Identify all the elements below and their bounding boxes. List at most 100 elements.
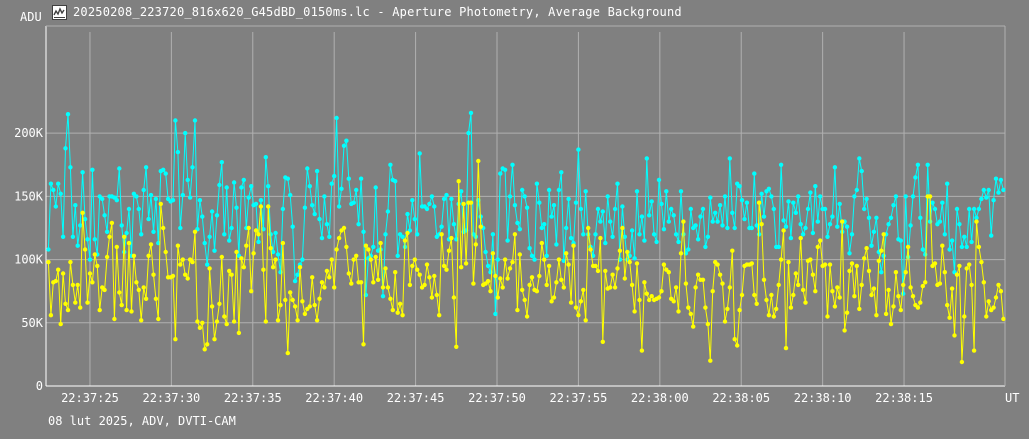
data-point (959, 244, 965, 250)
x-tick-label: 22:37:25 (61, 391, 119, 405)
data-point (183, 272, 188, 277)
data-point (290, 297, 295, 303)
data-point (932, 206, 938, 212)
data-point (998, 177, 1004, 183)
data-point (456, 179, 461, 184)
data-point (920, 247, 925, 252)
data-point (300, 257, 305, 262)
data-point (163, 171, 168, 176)
data-point (915, 305, 921, 310)
data-point (678, 189, 684, 194)
data-point (981, 187, 986, 193)
data-point (405, 211, 410, 217)
data-point (615, 266, 620, 271)
data-point (976, 244, 982, 250)
data-point (454, 344, 459, 349)
data-point (439, 224, 444, 229)
data-point (586, 225, 591, 231)
data-point (776, 244, 781, 250)
data-point (827, 262, 833, 267)
data-point (786, 199, 791, 204)
data-point (571, 243, 576, 248)
data-point (881, 232, 886, 237)
data-point (756, 232, 762, 237)
data-point (285, 176, 290, 181)
data-point (832, 304, 838, 309)
data-point (305, 166, 310, 171)
data-point (974, 215, 979, 220)
data-point (385, 285, 391, 290)
data-point (361, 342, 366, 347)
data-point (754, 223, 759, 228)
data-point (80, 210, 85, 215)
data-point (520, 187, 525, 193)
data-point (141, 285, 146, 290)
chart-axes (45, 25, 1006, 387)
data-point (173, 337, 178, 342)
data-point (808, 190, 813, 195)
data-point (852, 294, 857, 299)
data-point (881, 253, 886, 258)
data-point (996, 190, 1001, 195)
data-point (825, 234, 830, 239)
data-point (793, 271, 798, 276)
data-point (522, 194, 527, 199)
data-point (647, 297, 652, 303)
data-point (669, 206, 674, 212)
data-point (551, 295, 557, 300)
data-point (659, 289, 664, 294)
data-point (827, 222, 833, 227)
data-point (119, 223, 124, 228)
data-point (334, 115, 339, 121)
data-point (598, 219, 603, 224)
data-point (886, 222, 891, 227)
data-point (268, 246, 273, 251)
data-point (893, 270, 899, 275)
data-point (564, 251, 569, 256)
data-point (515, 307, 520, 313)
data-point (131, 253, 137, 258)
data-point (314, 168, 320, 174)
data-point (554, 242, 559, 247)
data-point (300, 299, 305, 304)
data-point (507, 266, 513, 271)
data-point (761, 214, 767, 219)
data-point (737, 307, 742, 313)
data-point (310, 203, 315, 208)
data-point (375, 277, 381, 282)
data-point (327, 234, 332, 239)
data-point (222, 314, 227, 319)
data-point (219, 254, 224, 260)
data-point (686, 305, 691, 310)
data-point (122, 234, 127, 239)
data-point (632, 309, 637, 314)
data-point (341, 225, 347, 231)
data-point (378, 240, 383, 246)
data-point (327, 275, 332, 280)
data-point (642, 238, 647, 243)
data-point (791, 292, 796, 298)
data-point (92, 252, 98, 257)
data-point (273, 230, 278, 236)
data-point (705, 321, 711, 327)
data-point (942, 270, 947, 275)
data-point (984, 195, 989, 200)
data-point (385, 209, 391, 214)
data-point (610, 272, 615, 277)
data-point (595, 268, 601, 274)
data-point (979, 259, 984, 265)
data-point (544, 282, 549, 288)
data-point (56, 181, 61, 186)
data-point (393, 270, 398, 275)
data-point (639, 214, 645, 219)
data-point (879, 270, 884, 275)
data-point (129, 309, 134, 314)
data-point (903, 194, 908, 199)
data-point (483, 249, 488, 255)
data-point (700, 206, 706, 212)
data-point (742, 216, 747, 222)
data-point (664, 189, 669, 194)
data-point (214, 213, 220, 218)
data-point (217, 301, 222, 306)
data-point (412, 257, 417, 262)
